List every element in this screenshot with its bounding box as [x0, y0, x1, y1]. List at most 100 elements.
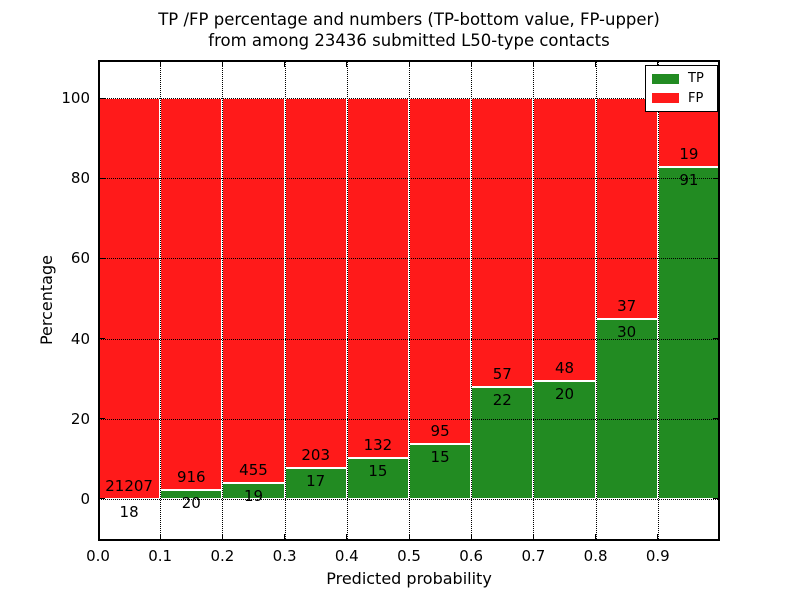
x-tick-mark: [470, 534, 472, 539]
legend-swatch-tp: [652, 73, 679, 84]
v-gridline: [222, 60, 224, 541]
fp-count-label: 21207: [105, 476, 153, 495]
x-tick-mark: [221, 62, 223, 67]
bar-fp-segment: [98, 98, 161, 499]
v-gridline: [284, 60, 286, 541]
x-tick-label: 0.6: [459, 547, 484, 565]
x-tick-mark: [408, 534, 410, 539]
v-gridline: [160, 60, 162, 541]
bar-tp-segment: [471, 387, 534, 499]
tp-count-label: 15: [430, 448, 450, 467]
v-gridline: [595, 60, 597, 541]
y-axis-title: Percentage: [37, 255, 56, 346]
fp-count-label: 916: [176, 468, 206, 487]
fp-count-label: 132: [363, 436, 393, 454]
tp-count-label: 30: [617, 323, 637, 342]
fp-count-label: 57: [492, 365, 512, 384]
y-tick-label: 60: [70, 249, 90, 268]
y-tick-mark: [100, 498, 105, 500]
bar-edge-line: [346, 457, 409, 459]
fp-count-label: 455: [239, 460, 268, 479]
x-tick-mark: [470, 62, 472, 67]
x-tick-mark: [346, 62, 348, 67]
v-gridline: [409, 60, 410, 541]
y-tick-mark: [100, 177, 105, 179]
y-tick-mark: [100, 257, 105, 259]
y-tick-label: 100: [61, 89, 90, 108]
bar-edge-line: [98, 97, 100, 500]
fp-count-label: 37: [617, 297, 637, 316]
bar-edge-line: [471, 386, 534, 389]
x-tick-mark: [657, 534, 659, 539]
x-tick-mark: [532, 62, 534, 67]
y-tick-mark: [713, 498, 718, 500]
fp-count-label: 95: [430, 422, 450, 441]
legend-label-tp: TP: [688, 71, 704, 87]
bar-fp-segment: [533, 98, 596, 382]
plot-area: 21207 18 916 20 455 19 203 17 132 15 95 15 57 22 48 20 3…: [98, 60, 720, 541]
x-tick-mark: [159, 62, 161, 67]
chart-title-line2: from among 23436 submitted L50-type cont…: [208, 31, 610, 50]
tp-count-label: 18: [119, 502, 139, 521]
y-tick-label: 40: [70, 329, 90, 348]
x-axis-title: Predicted probability: [326, 569, 492, 588]
bar-edge-line: [222, 481, 285, 484]
x-tick-label: 0.4: [334, 547, 359, 565]
bar-edge-line: [284, 466, 347, 469]
y-tick-label: 80: [70, 169, 90, 188]
bar-tp-segment: [409, 444, 472, 499]
x-tick-label: 0.8: [583, 547, 608, 565]
y-tick-mark: [713, 418, 718, 420]
bar-tp-segment: [657, 167, 720, 499]
y-tick-label: 20: [70, 409, 90, 428]
bar-edge-line: [533, 380, 596, 383]
bar-edge-line: [160, 489, 223, 492]
y-tick-label: 0: [80, 489, 90, 508]
bar-tp-segment: [284, 467, 347, 499]
bar-tp-segment: [160, 490, 223, 499]
bar-edge-line: [657, 166, 720, 169]
legend-swatch-fp: [652, 93, 679, 104]
x-tick-mark: [532, 534, 534, 539]
x-tick-mark: [657, 62, 659, 67]
bar-tp-segment: [595, 319, 658, 499]
bar-fp-segment: [471, 98, 534, 388]
tp-count-label: 22: [492, 391, 512, 410]
legend-row-tp: TP: [646, 72, 717, 85]
tp-count-label: 19: [243, 486, 264, 505]
x-tick-mark: [408, 62, 410, 67]
x-tick-label: 0.2: [210, 547, 235, 565]
bar-fp-segment: [409, 98, 472, 445]
x-tick-mark: [595, 534, 597, 539]
x-tick-label: 0.9: [645, 547, 670, 565]
chart-title: TP /FP percentage and numbers (TP-bottom…: [98, 9, 720, 51]
bar-edge-line: [595, 318, 658, 321]
bar-fp-segment: [346, 98, 409, 458]
v-gridline: [533, 60, 535, 541]
bar-tp-segment: [346, 458, 409, 499]
v-gridline: [346, 60, 348, 541]
legend: TP FP: [645, 65, 718, 112]
v-gridline: [657, 60, 659, 541]
y-tick-mark: [713, 338, 718, 340]
bar-edge-line: [409, 443, 472, 446]
x-tick-mark: [221, 534, 223, 539]
bar-fp-segment: [595, 98, 658, 320]
bar-fp-segment: [284, 98, 347, 468]
y-tick-mark: [100, 338, 105, 340]
chart-title-line1: TP /FP percentage and numbers (TP-bottom…: [158, 10, 660, 29]
fp-count-label: 203: [301, 445, 331, 464]
v-gridline: [471, 60, 473, 541]
y-tick-mark: [100, 97, 105, 99]
tp-count-label: 15: [368, 462, 388, 480]
y-tick-mark: [713, 177, 718, 179]
x-tick-mark: [159, 534, 161, 539]
bar-fp-segment: [222, 98, 285, 483]
fp-count-label: 48: [554, 359, 575, 378]
x-tick-label: 0.7: [521, 547, 546, 565]
tp-count-label: 20: [181, 494, 201, 513]
x-tick-label: 0.5: [397, 547, 421, 565]
bar-tp-segment: [222, 482, 285, 499]
x-tick-label: 0.3: [272, 547, 297, 565]
